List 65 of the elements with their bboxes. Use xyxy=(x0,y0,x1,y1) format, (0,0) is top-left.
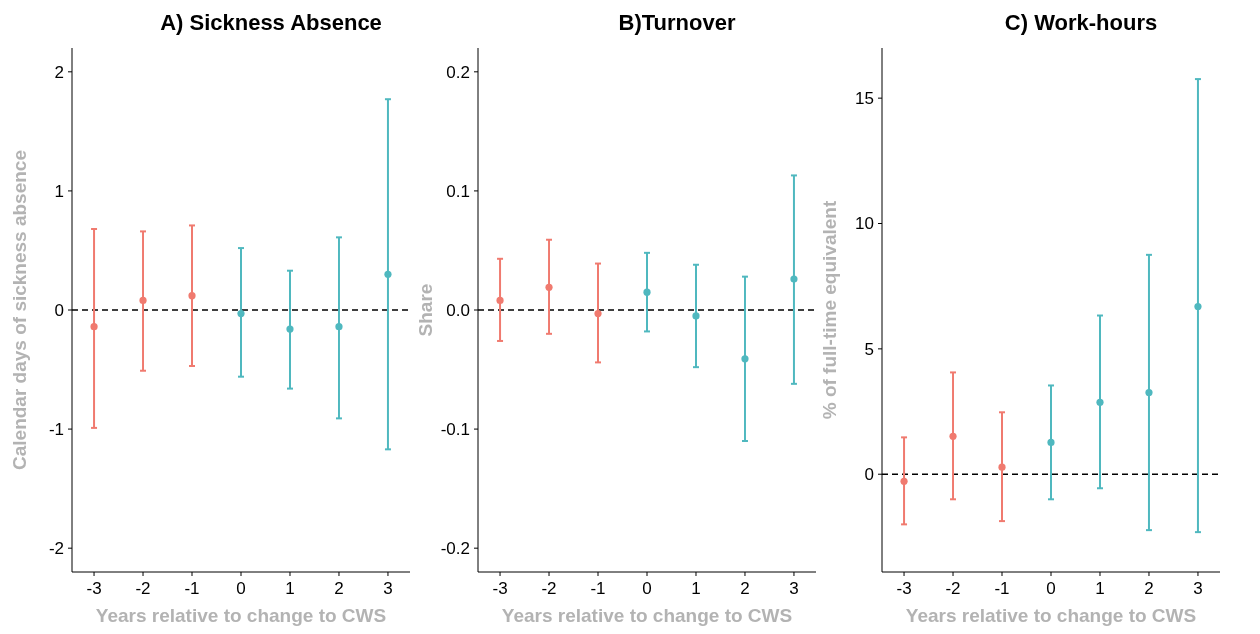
point xyxy=(188,292,196,300)
point xyxy=(286,325,294,333)
point xyxy=(594,309,602,318)
y-tick-label: -0.2 xyxy=(440,539,470,559)
y-tick-label: -2 xyxy=(48,539,64,559)
x-tick-label: -2 xyxy=(945,579,961,598)
point xyxy=(237,309,245,318)
y-tick-label: 0.0 xyxy=(446,300,470,320)
y-axis-title: % of full-time equivalent xyxy=(819,200,840,420)
x-tick-label: 3 xyxy=(789,579,799,598)
y-tick-label: 10 xyxy=(855,214,874,234)
x-tick-label: -2 xyxy=(541,579,557,598)
x-axis-title: Years relative to change to CWS xyxy=(501,605,793,626)
chart-title: B)Turnover xyxy=(618,10,736,35)
x-tick-label: 1 xyxy=(691,579,701,598)
x-tick-label: -3 xyxy=(86,579,102,598)
point xyxy=(998,463,1006,471)
x-tick-label: -3 xyxy=(896,579,912,598)
point xyxy=(790,275,798,283)
point xyxy=(643,288,651,296)
x-tick-label: 0 xyxy=(236,579,246,598)
point xyxy=(496,296,504,305)
point xyxy=(900,477,908,485)
x-tick-label: 0 xyxy=(642,579,652,598)
x-tick-label: 2 xyxy=(1144,579,1154,598)
point xyxy=(1145,388,1153,397)
x-tick-label: -1 xyxy=(590,579,606,598)
point xyxy=(1096,398,1104,406)
point xyxy=(949,432,957,440)
point xyxy=(384,270,392,278)
x-tick-label: 2 xyxy=(334,579,344,598)
y-tick-label: -1 xyxy=(48,420,64,440)
y-tick-label: -0.1 xyxy=(440,420,470,440)
x-tick-label: 2 xyxy=(740,579,750,598)
y-tick-label: 2 xyxy=(54,62,64,82)
y-tick-label: 1 xyxy=(54,181,64,201)
point xyxy=(741,355,749,363)
y-tick-label: 0 xyxy=(54,300,64,320)
y-axis-title: Calendar days of sickness absence xyxy=(9,150,30,470)
x-tick-label: 1 xyxy=(1095,579,1105,598)
x-tick-label: -1 xyxy=(994,579,1010,598)
x-tick-label: -2 xyxy=(135,579,151,598)
point xyxy=(1047,438,1055,446)
point xyxy=(335,323,343,331)
x-tick-label: 3 xyxy=(1193,579,1203,598)
x-tick-label: -1 xyxy=(184,579,200,598)
point xyxy=(1194,302,1202,311)
point xyxy=(139,296,147,305)
point xyxy=(90,323,98,331)
y-tick-label: 0.1 xyxy=(446,181,470,201)
chart-title: C) Work-hours xyxy=(1004,10,1158,35)
y-tick-label: 5 xyxy=(864,339,874,359)
x-axis-title: Years relative to change to CWS xyxy=(905,605,1197,626)
x-tick-label: 1 xyxy=(285,579,295,598)
y-tick-label: 0 xyxy=(864,465,874,485)
x-tick-label: -3 xyxy=(492,579,508,598)
y-axis-title: Share xyxy=(415,283,436,337)
chart-title: A) Sickness Absence xyxy=(160,10,382,35)
y-tick-label: 15 xyxy=(855,89,874,109)
x-tick-label: 3 xyxy=(383,579,393,598)
point xyxy=(545,283,553,291)
y-tick-label: 0.2 xyxy=(446,62,470,82)
x-axis-title: Years relative to change to CWS xyxy=(95,605,387,626)
point xyxy=(692,312,700,320)
x-tick-label: 0 xyxy=(1046,579,1056,598)
